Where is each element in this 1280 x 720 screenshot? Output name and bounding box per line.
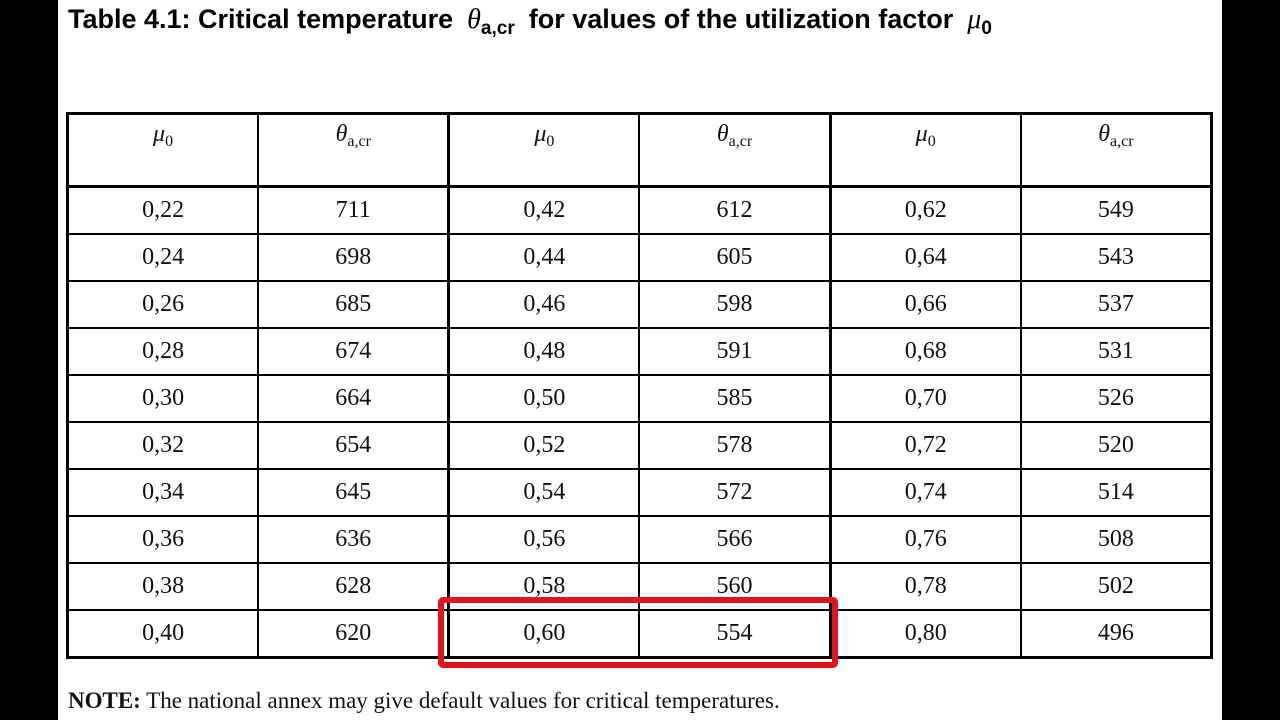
- cell-mu: 0,64: [828, 233, 1022, 282]
- cell-mu: 0,70: [828, 374, 1022, 423]
- cell-mu: 0,34: [66, 468, 260, 517]
- cell-mu: 0,44: [447, 233, 641, 282]
- cell-theta: 591: [638, 327, 832, 376]
- cell-theta: 543: [1019, 233, 1213, 282]
- cell-mu: 0,48: [447, 327, 641, 376]
- note-text: The national annex may give default valu…: [140, 688, 780, 713]
- cell-mu: 0,42: [447, 185, 641, 235]
- title-mu-symbol: μ: [967, 4, 982, 35]
- cell-theta: 685: [257, 280, 450, 329]
- critical-temperature-table: μ0 θa,cr μ0 θa,cr μ0 θa,cr 0,22 711 0,42 61…: [66, 112, 1213, 659]
- header-mu-1: μ0: [66, 112, 260, 188]
- cell-theta: 664: [257, 374, 450, 423]
- cell-mu: 0,74: [828, 468, 1022, 517]
- table-header-row: μ0 θa,cr μ0 θa,cr μ0 θa,cr: [66, 112, 1213, 188]
- table-row: 0,22 711 0,42 612 0,62 549: [66, 185, 1213, 235]
- table-row: 0,26 685 0,46 598 0,66 537: [66, 280, 1213, 329]
- cell-theta: 537: [1019, 280, 1213, 329]
- cell-theta: 645: [257, 468, 450, 517]
- table-note: NOTE: The national annex may give defaul…: [68, 688, 780, 714]
- cell-theta: 612: [638, 185, 832, 235]
- table-row: 0,34 645 0,54 572 0,74 514: [66, 468, 1213, 517]
- table-row: 0,30 664 0,50 585 0,70 526: [66, 374, 1213, 423]
- cell-mu: 0,40: [66, 609, 260, 659]
- title-middle: for values of the utilization factor: [528, 4, 954, 34]
- header-mu-3: μ0: [828, 112, 1022, 188]
- cell-theta: 585: [638, 374, 832, 423]
- cell-mu: 0,62: [828, 185, 1022, 235]
- cell-mu: 0,76: [828, 515, 1022, 564]
- cell-mu: 0,52: [447, 421, 641, 470]
- table-row: 0,36 636 0,56 566 0,76 508: [66, 515, 1213, 564]
- cell-mu: 0,66: [828, 280, 1022, 329]
- header-mu-2: μ0: [447, 112, 641, 188]
- table-title: Table 4.1: Critical temperature θa,cr for …: [68, 4, 992, 40]
- cell-mu: 0,78: [828, 562, 1022, 611]
- cell-theta: 566: [638, 515, 832, 564]
- cell-theta: 531: [1019, 327, 1213, 376]
- cell-mu: 0,60: [447, 609, 641, 659]
- header-theta-2: θa,cr: [638, 112, 832, 188]
- cell-theta: 520: [1019, 421, 1213, 470]
- cell-mu: 0,46: [447, 280, 641, 329]
- cell-theta: 549: [1019, 185, 1213, 235]
- cell-mu: 0,54: [447, 468, 641, 517]
- cell-mu: 0,38: [66, 562, 260, 611]
- table-row: 0,32 654 0,52 578 0,72 520: [66, 421, 1213, 470]
- header-theta-1: θa,cr: [257, 112, 450, 188]
- table-row: 0,24 698 0,44 605 0,64 543: [66, 233, 1213, 282]
- header-theta-3: θa,cr: [1019, 112, 1213, 188]
- cell-theta: 654: [257, 421, 450, 470]
- cell-theta: 526: [1019, 374, 1213, 423]
- cell-theta: 620: [257, 609, 450, 659]
- cell-mu: 0,22: [66, 185, 260, 235]
- cell-mu: 0,28: [66, 327, 260, 376]
- cell-theta: 598: [638, 280, 832, 329]
- table-row: 0,40 620 0,60 554 0,80 496: [66, 609, 1213, 659]
- cell-mu: 0,50: [447, 374, 641, 423]
- cell-theta: 496: [1019, 609, 1213, 659]
- table-row: 0,28 674 0,48 591 0,68 531: [66, 327, 1213, 376]
- cell-theta: 502: [1019, 562, 1213, 611]
- cell-theta: 636: [257, 515, 450, 564]
- cell-theta: 628: [257, 562, 450, 611]
- cell-mu: 0,36: [66, 515, 260, 564]
- cell-theta: 554: [638, 609, 832, 659]
- highlight-box: [438, 597, 838, 668]
- cell-theta: 572: [638, 468, 832, 517]
- cell-theta: 508: [1019, 515, 1213, 564]
- cell-theta: 698: [257, 233, 450, 282]
- cell-theta: 578: [638, 421, 832, 470]
- cell-mu: 0,30: [66, 374, 260, 423]
- cell-theta: 674: [257, 327, 450, 376]
- title-mu-subscript: 0: [981, 18, 992, 39]
- cell-theta: 711: [257, 185, 450, 235]
- title-theta-subscript: a,cr: [480, 18, 515, 39]
- cell-theta: 605: [638, 233, 832, 282]
- cell-mu: 0,26: [66, 280, 260, 329]
- cell-mu: 0,68: [828, 327, 1022, 376]
- cell-mu: 0,80: [828, 609, 1022, 659]
- note-label: NOTE:: [68, 688, 141, 713]
- cell-mu: 0,32: [66, 421, 260, 470]
- cell-mu: 0,24: [66, 233, 260, 282]
- cell-mu: 0,56: [447, 515, 641, 564]
- title-prefix: Table 4.1: Critical temperature: [68, 4, 454, 34]
- cell-theta: 514: [1019, 468, 1213, 517]
- cell-mu: 0,72: [828, 421, 1022, 470]
- title-theta-symbol: θ: [467, 4, 481, 35]
